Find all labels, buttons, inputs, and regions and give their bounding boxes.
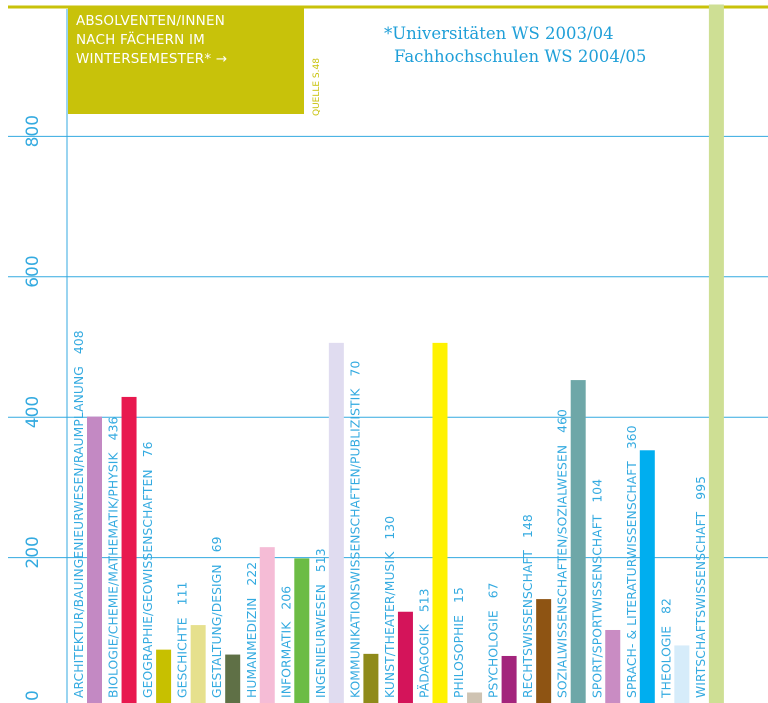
bar-value-label: 69	[210, 536, 224, 552]
title-line: WINTERSEMESTER* →	[76, 51, 228, 67]
bar	[501, 655, 517, 703]
bar-label: SOZIALWISSENSCHAFTEN/SOZIALWESEN 460	[556, 409, 570, 698]
y-tick-labels: 0 200 400 600 800	[23, 115, 43, 701]
bar	[87, 416, 102, 703]
bar-value-label: 111	[176, 582, 190, 606]
bar	[190, 625, 206, 703]
footnote-line: Fachhochschulen WS 2004/05	[394, 47, 647, 66]
bar-category-label: GESTALTUNG/DESIGN	[210, 564, 224, 698]
bar	[708, 4, 724, 703]
bar-label: THEOLOGIE 82	[659, 598, 673, 699]
bar-value-label: 104	[590, 479, 604, 503]
bar	[432, 342, 448, 703]
bar	[294, 558, 310, 703]
bar-label: HUMANMEDIZIN 222	[245, 562, 259, 698]
bar	[674, 645, 690, 703]
bar-category-label: ARCHITEKTUR/BAUINGENIEURWESEN/RAUMPLANUN…	[72, 366, 86, 698]
bar-value-label: 206	[279, 586, 293, 610]
bar-label: INGENIEURWESEN 513	[314, 548, 328, 698]
bar-value-label: 408	[72, 330, 86, 354]
bar-label: GESCHICHTE 111	[176, 582, 190, 698]
bar-value-label: 513	[418, 588, 432, 612]
bar-value-label: 15	[452, 587, 466, 603]
chart-title: ABSOLVENTEN/INNEN NACH FÄCHERN IM WINTER…	[68, 6, 304, 114]
bar-category-label: INFORMATIK	[279, 621, 293, 698]
bar	[121, 396, 137, 703]
bar-value-label: 130	[383, 516, 397, 540]
bar-value-label: 360	[625, 425, 639, 449]
bar-category-label: SPRACH- & LITERATURWISSENSCHAFT	[625, 461, 639, 698]
bar	[536, 599, 552, 703]
bar-category-label: SOZIALWISSENSCHAFTEN/SOZIALWESEN	[556, 445, 570, 698]
y-tick-label: 0	[23, 690, 43, 701]
bar-label: KUNST/THEATER/MUSIK 130	[383, 516, 397, 698]
bar-value-label: 148	[521, 514, 535, 538]
bar-label: BIOLOGIE/CHEMIE/MATHEMATIK/PHYSIK 436	[107, 417, 121, 698]
bar-value-label: 70	[348, 361, 362, 377]
bar	[605, 629, 621, 703]
bar-value-label: 67	[487, 582, 501, 598]
bar-label: GEOGRAPHIE/GEOWISSENSCHAFTEN 76	[141, 441, 155, 698]
bar-label: KOMMUNIKATIONSWISSENSCHAFTEN/PUBLIZISTIK…	[348, 361, 362, 698]
bars	[87, 4, 724, 703]
bar	[397, 611, 413, 703]
bar-category-label: INGENIEURWESEN	[314, 584, 328, 698]
bar	[467, 692, 483, 703]
bar-label: WIRTSCHAFTSWISSENSCHAFT 995	[694, 476, 708, 698]
bar-category-label: GESCHICHTE	[176, 617, 190, 698]
bar-value-label: 82	[659, 598, 673, 614]
bar-label: INFORMATIK 206	[279, 586, 293, 698]
footnote-line: *Universitäten WS 2003/04	[384, 24, 614, 43]
bar-label: GESTALTUNG/DESIGN 69	[210, 536, 224, 698]
bar-category-label: BIOLOGIE/CHEMIE/MATHEMATIK/PHYSIK	[107, 452, 121, 698]
y-tick-label: 400	[23, 396, 43, 428]
bar-value-label: 222	[245, 562, 259, 586]
bar-value-label: 76	[141, 441, 155, 457]
bar-value-label: 513	[314, 548, 328, 572]
title-line: ABSOLVENTEN/INNEN	[76, 13, 225, 29]
bar-label: PSYCHOLOGIE 67	[487, 582, 501, 698]
y-tick-label: 200	[23, 536, 43, 568]
title-line: NACH FÄCHERN IM	[76, 32, 205, 48]
bar	[570, 380, 586, 703]
bar-label: SPRACH- & LITERATURWISSENSCHAFT 360	[625, 425, 639, 698]
bar-category-label: GEOGRAPHIE/GEOWISSENSCHAFTEN	[141, 469, 155, 698]
footnote: *Universitäten WS 2003/04 Fachhochschule…	[384, 22, 646, 68]
bar-value-label: 995	[694, 476, 708, 500]
bar-category-label: THEOLOGIE	[659, 626, 673, 699]
bar-category-label: WIRTSCHAFTSWISSENSCHAFT	[694, 511, 708, 698]
bar-category-label: HUMANMEDIZIN	[245, 598, 259, 698]
source-label: QUELLE S.48	[312, 58, 322, 116]
bar-category-label: SPORT/SPORTWISSENSCHAFT	[590, 514, 604, 698]
bar-value-label: 460	[556, 409, 570, 433]
bar-label: PÄDAGOGIK 513	[417, 588, 432, 698]
bar	[156, 649, 172, 703]
bar-category-label: KUNST/THEATER/MUSIK	[383, 551, 397, 698]
bar-labels: ARCHITEKTUR/BAUINGENIEURWESEN/RAUMPLANUN…	[72, 330, 708, 699]
y-tick-label: 600	[23, 255, 43, 287]
bar-value-label: 436	[107, 417, 121, 441]
bar-label: SPORT/SPORTWISSENSCHAFT 104	[590, 479, 604, 698]
bar	[639, 450, 655, 703]
bar-category-label: KOMMUNIKATIONSWISSENSCHAFTEN/PUBLIZISTIK	[348, 388, 362, 698]
y-tick-label: 800	[23, 115, 43, 147]
bar-category-label: PSYCHOLOGIE	[487, 610, 501, 698]
bar-label: PHILOSOPHIE 15	[452, 587, 466, 698]
bar-category-label: RECHTSWISSENSCHAFT	[521, 550, 535, 698]
bar	[225, 654, 241, 703]
bar-category-label: PHILOSOPHIE	[452, 615, 466, 698]
bar	[363, 653, 379, 703]
bar	[259, 547, 275, 703]
bar	[328, 342, 344, 703]
bar-label: ARCHITEKTUR/BAUINGENIEURWESEN/RAUMPLANUN…	[72, 330, 86, 698]
bar-label: RECHTSWISSENSCHAFT 148	[521, 514, 535, 698]
bar-category-label: PÄDAGOGIK	[417, 623, 432, 698]
